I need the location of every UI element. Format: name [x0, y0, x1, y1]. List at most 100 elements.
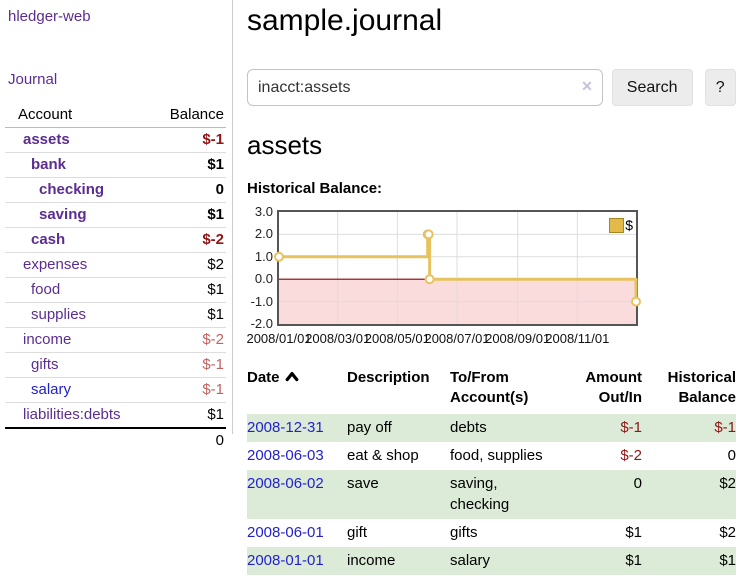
transaction-balance: $2	[719, 524, 736, 541]
account-row: supplies $1	[5, 302, 226, 328]
search-button[interactable]: Search	[611, 69, 693, 106]
chart-canvas	[274, 212, 641, 324]
account-row: expenses $2	[5, 252, 226, 278]
account-row: assets $-1	[5, 127, 226, 153]
accounts-table: Account Balance assets $-1 bank $1 check…	[5, 104, 226, 453]
date-column-header[interactable]: Date	[247, 368, 347, 414]
transaction-amount: $1	[625, 524, 642, 541]
account-link-cash[interactable]: cash	[31, 231, 66, 248]
x-axis-tick-label: 2008/07/01	[424, 331, 490, 346]
help-button[interactable]: ?	[704, 69, 736, 106]
search-bar: ✕ Search ?	[247, 69, 736, 106]
account-balance: $-2	[153, 227, 226, 253]
account-row: gifts $-1	[5, 352, 226, 378]
account-balance: $-1	[153, 352, 226, 378]
account-row: income $-2	[5, 327, 226, 353]
x-axis-tick-label: 2008/01/01	[246, 331, 312, 346]
account-link-checking[interactable]: checking	[39, 181, 105, 198]
account-row: liabilities:debts $1	[5, 403, 226, 429]
transaction-balance: $-1	[714, 419, 736, 436]
account-row: bank $1	[5, 152, 226, 178]
transaction-row: 2008-06-01 gift gifts $1 $2	[247, 519, 736, 547]
accounts-column-header: To/From Account(s)	[450, 369, 529, 406]
transaction-row: 2008-01-01 income salary $1 $1	[247, 547, 736, 575]
transaction-row: 2008-12-31 pay off debts $-1 $-1	[247, 414, 736, 442]
account-link-salary[interactable]: salary	[31, 381, 72, 398]
page-title: sample.journal	[247, 4, 443, 37]
account-balance: $-1	[153, 127, 226, 153]
transaction-row: 2008-06-03 eat & shop food, supplies $-2…	[247, 442, 736, 470]
account-row: salary $-1	[5, 377, 226, 403]
chart-title: Historical Balance:	[247, 180, 383, 197]
account-balance: $1	[153, 277, 226, 303]
account-link-food[interactable]: food	[31, 281, 61, 298]
transaction-accounts: saving, checking	[450, 475, 510, 513]
transaction-date-link[interactable]: 2008-01-01	[247, 552, 324, 569]
transactions-header-row: Date Description To/From Account(s) Amou…	[247, 368, 736, 414]
account-link-saving[interactable]: saving	[39, 206, 87, 223]
x-axis-tick-label: 2008/05/01	[364, 331, 430, 346]
account-balance: $2	[153, 252, 226, 278]
account-row: food $1	[5, 277, 226, 303]
accounts-total-row: 0	[5, 427, 226, 453]
chart-plot-area: $	[274, 210, 641, 326]
transaction-amount: $-1	[620, 419, 642, 436]
account-link-supplies[interactable]: supplies	[31, 306, 87, 323]
account-column-header: Account	[5, 104, 154, 128]
transaction-date-link[interactable]: 2008-06-03	[247, 447, 324, 464]
historical-balance-chart: 3.0 2.0 1.0 0.0 -1.0 -2.0 $ 2008/01/01 2008/03…	[246, 204, 736, 348]
transaction-accounts: gifts	[450, 524, 478, 541]
account-row: saving $1	[5, 202, 226, 228]
x-axis-tick-label: 2008/09/01	[485, 331, 551, 346]
y-axis-tick-label: 3.0	[254, 204, 273, 219]
description-column-header: Description	[347, 369, 430, 386]
account-link-liabilities-debts[interactable]: liabilities:debts	[23, 406, 121, 423]
search-input[interactable]	[247, 69, 603, 106]
search-input-wrap: ✕	[247, 69, 603, 106]
transaction-row: 2008-06-02 save saving, checking 0 $2	[247, 470, 736, 519]
transaction-description: gift	[347, 524, 368, 541]
transaction-balance: $1	[719, 552, 736, 569]
legend-label: $	[625, 217, 633, 233]
account-link-gifts[interactable]: gifts	[31, 356, 59, 373]
account-row: cash $-2	[5, 227, 226, 253]
account-link-bank[interactable]: bank	[31, 156, 67, 173]
account-balance: $1	[207, 406, 224, 423]
transaction-accounts: debts	[450, 419, 487, 436]
account-balance: $-2	[153, 327, 226, 353]
transaction-date-link[interactable]: 2008-06-02	[247, 475, 324, 492]
transaction-date-link[interactable]: 2008-06-01	[247, 524, 324, 541]
transaction-amount: 0	[633, 475, 642, 492]
transaction-description: save	[347, 475, 379, 492]
account-heading: assets	[247, 130, 323, 160]
balance-column-header: Balance	[153, 104, 226, 128]
date-header-label: Date	[247, 369, 280, 386]
transaction-description: eat & shop	[347, 447, 419, 464]
account-link-expenses[interactable]: expenses	[23, 256, 88, 273]
transaction-balance: 0	[727, 447, 736, 464]
account-link-income[interactable]: income	[23, 331, 72, 348]
account-balance: 0	[153, 177, 226, 203]
account-row: checking 0	[5, 177, 226, 203]
transactions-table: Date Description To/From Account(s) Amou…	[247, 368, 736, 575]
sort-ascending-icon	[285, 371, 298, 382]
transaction-amount: $1	[625, 552, 642, 569]
account-balance: $1	[153, 152, 226, 178]
y-axis-tick-label: 1.0	[254, 248, 273, 264]
main-content: sample.journal ✕ Search ? assets Histori…	[246, 0, 736, 575]
transaction-description: income	[347, 552, 396, 569]
account-link-assets[interactable]: assets	[23, 131, 70, 148]
account-balance: $1	[153, 202, 226, 228]
y-axis-tick-label: 0.0	[254, 271, 273, 287]
balance-column-header: Historical Balance	[667, 369, 736, 406]
transaction-date-link[interactable]: 2008-12-31	[247, 419, 324, 436]
app-brand-link[interactable]: hledger-web	[8, 8, 91, 25]
accounts-total-value: 0	[153, 427, 226, 453]
y-axis-tick-label: -2.0	[250, 316, 273, 331]
y-axis-tick-label: 2.0	[254, 226, 273, 242]
transaction-balance: $2	[719, 475, 736, 492]
sidebar-item-journal[interactable]: Journal	[8, 71, 58, 88]
account-balance: $1	[153, 302, 226, 328]
clear-search-icon[interactable]: ✕	[581, 78, 593, 94]
